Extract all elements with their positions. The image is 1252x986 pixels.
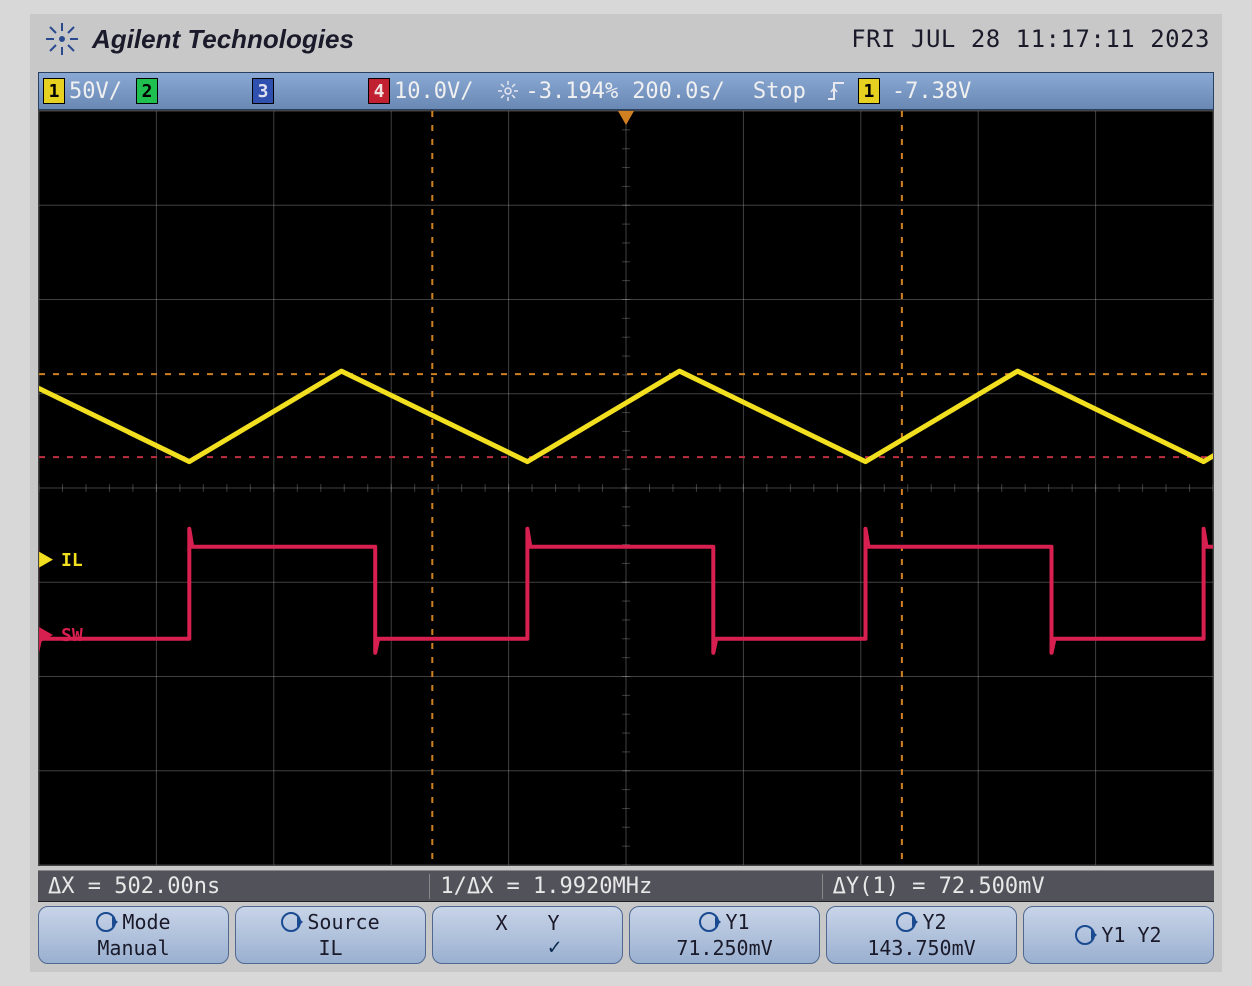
softkey-source-value: IL — [318, 936, 342, 960]
softkey-mode-value: Manual — [97, 936, 169, 960]
timebase-value: 200.0s/ — [632, 79, 725, 104]
softkey-source-label: Source — [307, 910, 379, 934]
channel-3-scale[interactable]: 3 — [252, 78, 278, 104]
status-bar: 1 50V/ 2 3 4 10.0V/ -3.194% 200.0s/ Stop — [38, 72, 1214, 110]
softkey-y1-value: 71.250mV — [676, 936, 772, 960]
softkey-xy[interactable]: X Y ✓ — [432, 906, 623, 964]
knob-icon — [896, 912, 916, 932]
brand: Agilent Technologies — [42, 19, 354, 59]
check-icon: ✓ — [548, 937, 561, 959]
measurement-dy: ΔY(1) = 72.500mV — [823, 874, 1214, 899]
knob-icon — [96, 912, 116, 932]
softkey-mode[interactable]: Mode Manual — [38, 906, 229, 964]
measurement-bar: ΔX = 502.00ns 1/ΔX = 1.9920MHz ΔY(1) = 7… — [38, 870, 1214, 902]
header: Agilent Technologies FRI JUL 28 11:17:11… — [30, 14, 1222, 64]
softkey-y1y2-label: Y1 Y2 — [1101, 923, 1161, 947]
scope-canvas — [39, 111, 1213, 865]
channel-4-badge: 4 — [368, 78, 390, 104]
softkey-y2[interactable]: Y2 143.750mV — [826, 906, 1017, 964]
softkey-y1-label: Y1 — [725, 910, 749, 934]
trigger-level: -7.38V — [892, 79, 971, 104]
channel-1-badge: 1 — [43, 78, 65, 104]
knob-icon — [281, 912, 301, 932]
knob-icon — [1075, 925, 1095, 945]
softkey-y2-value: 143.750mV — [867, 936, 975, 960]
spark-icon — [42, 19, 82, 59]
channel-4-scale[interactable]: 4 10.0V/ — [368, 78, 487, 104]
delay-icon — [497, 80, 519, 102]
softkey-mode-label: Mode — [122, 910, 170, 934]
scope-display[interactable]: IL SW — [38, 110, 1214, 866]
softkey-source[interactable]: Source IL — [235, 906, 426, 964]
softkey-y1[interactable]: Y1 71.250mV — [629, 906, 820, 964]
channel-2-badge: 2 — [136, 78, 158, 104]
run-state: Stop — [753, 79, 806, 104]
measurement-inv-dx: 1/ΔX = 1.9920MHz — [430, 874, 822, 899]
brand-label: Agilent Technologies — [92, 24, 354, 55]
channel-1-scale[interactable]: 1 50V/ — [43, 78, 136, 104]
softkey-bar: Mode Manual Source IL X Y ✓ Y1 71.250mV … — [38, 906, 1214, 964]
channel-1-value: 50V/ — [69, 79, 122, 104]
knob-icon — [699, 912, 719, 932]
softkey-y2-label: Y2 — [922, 910, 946, 934]
channel-3-badge: 3 — [252, 78, 274, 104]
measurement-dx: ΔX = 502.00ns — [38, 874, 430, 899]
trigger-source-badge: 1 — [858, 78, 880, 104]
delay-value: -3.194% — [525, 79, 618, 104]
channel-4-value: 10.0V/ — [394, 79, 473, 104]
softkey-x-label: X — [495, 911, 507, 935]
timestamp: FRI JUL 28 11:17:11 2023 — [851, 25, 1210, 53]
channel-2-scale[interactable]: 2 — [136, 78, 162, 104]
softkey-y1y2[interactable]: Y1 Y2 — [1023, 906, 1214, 964]
softkey-y-label: Y — [548, 911, 560, 935]
trigger-edge-icon — [826, 79, 846, 103]
